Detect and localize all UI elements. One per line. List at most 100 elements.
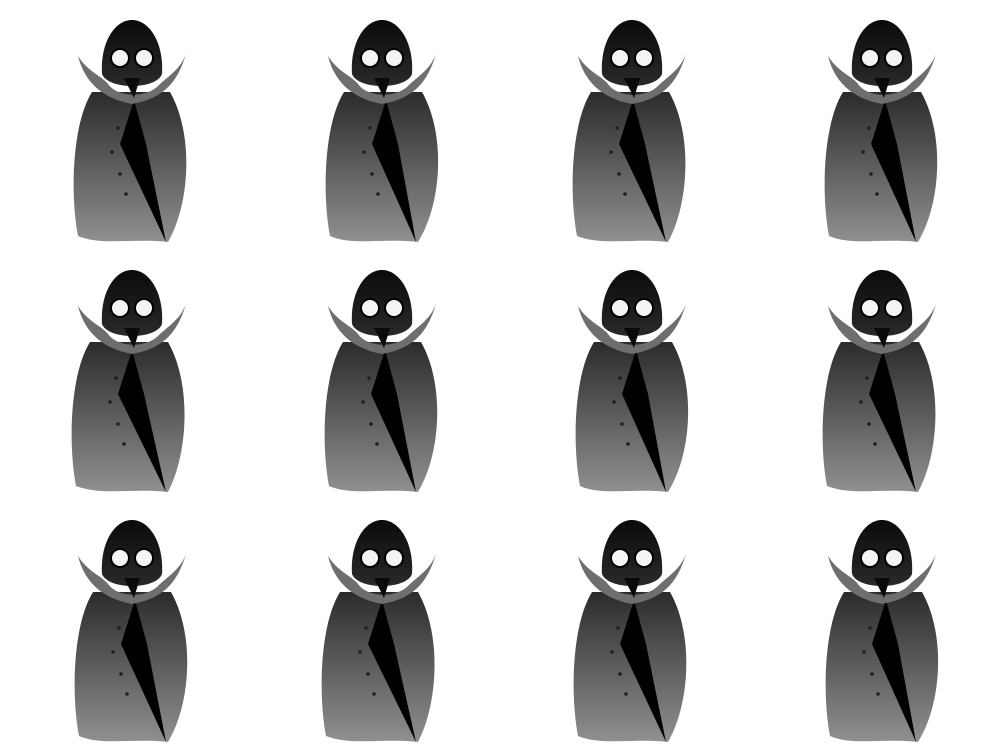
plague-doctor-sprite <box>824 20 938 242</box>
beak <box>624 328 640 348</box>
cloak-button <box>869 172 873 176</box>
plague-doctor-sprite <box>825 520 939 742</box>
beak <box>374 578 390 598</box>
cloak-button <box>116 422 120 426</box>
cloak-button <box>110 150 114 154</box>
hood-head <box>601 520 663 586</box>
cloak-stripe <box>118 350 166 492</box>
plague-doctor-sprite <box>73 20 187 242</box>
cloak-button <box>370 172 374 176</box>
beak <box>374 78 390 98</box>
character-frame-r3-c4 <box>812 514 952 750</box>
cloak-button <box>862 650 866 654</box>
character-frame-r1-c1 <box>62 14 202 254</box>
cloak-button <box>612 400 616 404</box>
left-eye <box>112 550 128 566</box>
beak <box>124 328 140 348</box>
hood-head <box>101 20 163 86</box>
beak <box>874 78 890 98</box>
plague-doctor-sprite <box>324 270 438 492</box>
beak <box>624 578 640 598</box>
character-frame-r1-c4 <box>812 14 952 254</box>
cloak-stripe <box>368 600 416 742</box>
hood-head <box>351 20 413 86</box>
plague-doctor-sprite <box>575 270 689 492</box>
hood-head <box>851 20 913 86</box>
hood-head <box>851 270 913 336</box>
mantle-collar <box>828 54 936 104</box>
cloak-button <box>114 376 118 380</box>
plague-doctor-sprite <box>71 270 186 492</box>
character-frame-r2-c2 <box>312 264 452 504</box>
character-frame-r2-c4 <box>812 264 952 504</box>
cloak-button <box>868 626 872 630</box>
cloak <box>825 592 939 742</box>
cloak-button <box>369 422 373 426</box>
mantle-collar <box>328 554 436 604</box>
right-eye <box>886 300 902 316</box>
cloak-button <box>876 692 880 696</box>
cloak-button <box>124 192 128 196</box>
cloak <box>74 592 188 742</box>
hood-head <box>351 520 413 586</box>
right-eye <box>636 550 652 566</box>
mantle-collar <box>328 304 436 354</box>
cloak-button <box>870 672 874 676</box>
cloak-button <box>626 442 630 446</box>
plague-doctor-sprite <box>573 520 687 742</box>
mantle-collar <box>78 54 186 104</box>
mantle-collar <box>578 54 686 104</box>
left-eye <box>112 300 128 316</box>
left-eye <box>362 50 378 66</box>
cloak-button <box>875 192 879 196</box>
cloak-button <box>610 650 614 654</box>
cloak-button <box>618 376 622 380</box>
cloak-button <box>117 626 121 630</box>
cloak-button <box>118 172 122 176</box>
hood-head <box>601 20 663 86</box>
hood-head <box>851 520 913 586</box>
cloak-button <box>867 422 871 426</box>
cloak-button <box>609 150 613 154</box>
cloak-button <box>368 126 372 130</box>
cloak <box>324 342 438 492</box>
cloak-button <box>624 692 628 696</box>
cloak-stripe <box>371 350 416 492</box>
hood-head <box>101 520 163 586</box>
beak <box>874 328 890 348</box>
beak <box>874 578 890 598</box>
cloak-button <box>119 672 123 676</box>
plague-doctor-sprite <box>325 20 439 242</box>
cloak-button <box>859 400 863 404</box>
right-eye <box>136 550 152 566</box>
beak <box>624 78 640 98</box>
cloak-stripe <box>871 100 916 242</box>
character-frame-r3-c1 <box>62 514 202 750</box>
cloak-button <box>873 442 877 446</box>
cloak-button <box>375 442 379 446</box>
beak <box>124 78 140 98</box>
cloak-button <box>616 626 620 630</box>
cloak-button <box>623 192 627 196</box>
right-eye <box>636 300 652 316</box>
right-eye <box>136 50 152 66</box>
cloak-button <box>125 692 129 696</box>
character-frame-r1-c3 <box>562 14 702 254</box>
plague-doctor-sprite <box>572 20 686 242</box>
left-eye <box>112 50 128 66</box>
right-eye <box>636 50 652 66</box>
cloak-button <box>372 692 376 696</box>
left-eye <box>862 50 878 66</box>
cloak-button <box>865 376 869 380</box>
cloak-button <box>620 422 624 426</box>
beak <box>374 328 390 348</box>
cloak-stripe <box>121 600 166 742</box>
hood-head <box>601 270 663 336</box>
character-frame-r2-c3 <box>562 264 702 504</box>
cloak-stripe <box>620 600 666 742</box>
mantle-collar <box>578 304 686 354</box>
cloak-stripe <box>872 600 916 742</box>
mantle-collar <box>828 554 936 604</box>
cloak-stripe <box>619 100 666 242</box>
